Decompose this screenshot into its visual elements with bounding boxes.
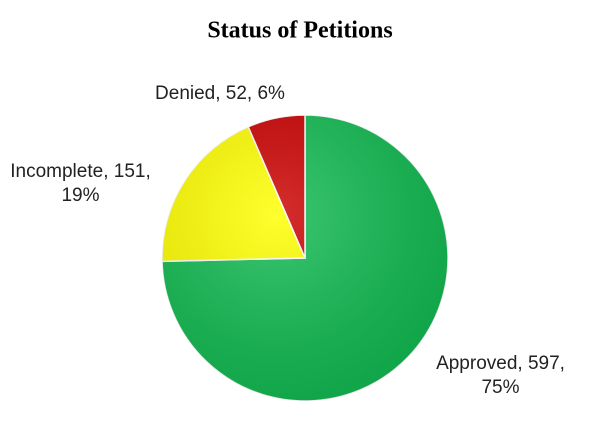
data-label: Denied, 52, 6% [155,83,285,104]
data-label: Incomplete, 151, 19% [10,161,151,206]
data-label: Approved, 597, 75% [436,353,565,398]
chart-title: Status of Petitions [207,18,392,44]
